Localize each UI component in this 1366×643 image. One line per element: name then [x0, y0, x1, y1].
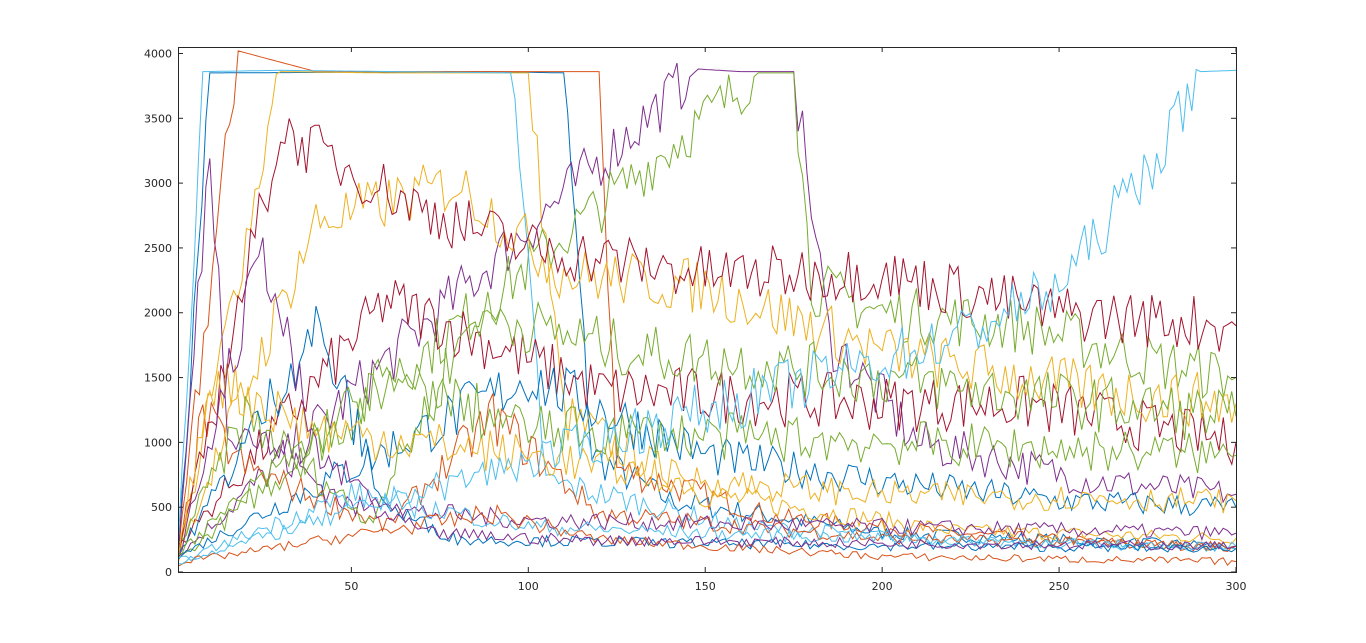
x-tick-label: 100 — [518, 580, 539, 593]
x-tick-label: 150 — [695, 580, 716, 593]
axes-box — [178, 47, 1237, 573]
series-line-17 — [178, 363, 1236, 561]
y-tick-label: 1000 — [144, 436, 172, 449]
y-tick-label: 2000 — [144, 307, 172, 320]
x-tick-label: 200 — [872, 580, 893, 593]
y-tick-label: 500 — [151, 501, 172, 514]
series-line-3 — [178, 71, 1236, 566]
series-line-18 — [178, 237, 1236, 557]
series-line-7 — [178, 280, 1236, 547]
ticks-group: 50 100 150 200 250 30005001000150020002500300… — [144, 47, 1247, 593]
series-line-12 — [178, 291, 1236, 544]
x-tick-label: 50 — [344, 580, 358, 593]
x-tick-label: 300 — [1226, 580, 1247, 593]
y-tick-label: 1500 — [144, 372, 172, 385]
y-tick-label: 3000 — [144, 177, 172, 190]
y-tick-label: 2500 — [144, 242, 172, 255]
series-line-19 — [178, 358, 1236, 556]
series-line-6 — [178, 69, 1236, 553]
series-line-10 — [178, 164, 1236, 553]
series-line-2 — [178, 50, 1236, 556]
series-line-20 — [178, 68, 1236, 565]
series-line-4 — [178, 62, 1236, 557]
y-tick-label: 3500 — [144, 112, 172, 125]
series-line-8 — [178, 366, 1236, 561]
y-tick-label: 4000 — [144, 47, 172, 60]
series-line-5 — [178, 72, 1236, 559]
series-line-13 — [178, 482, 1236, 561]
series-line-1 — [178, 71, 1236, 569]
y-tick-label: 0 — [165, 566, 172, 579]
series-group — [178, 50, 1236, 569]
series-line-16 — [178, 503, 1236, 567]
x-tick-label: 250 — [1049, 580, 1070, 593]
series-line-9 — [178, 393, 1236, 556]
series-line-14 — [178, 118, 1236, 560]
